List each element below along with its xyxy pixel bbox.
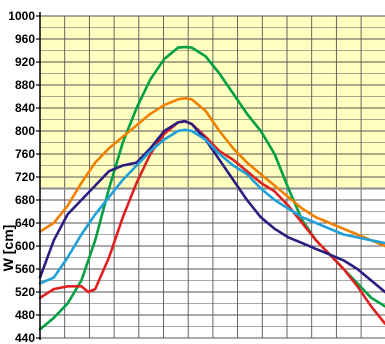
series-layer (38, 45, 385, 331)
y-tick-label: 480 (15, 308, 35, 322)
y-tick-label: 600 (15, 239, 35, 253)
y-tick-label: 760 (15, 147, 35, 161)
y-tick-label: 520 (15, 285, 35, 299)
y-tick-label: 440 (15, 331, 35, 344)
grid-lines (40, 15, 385, 339)
y-tick-label: 920 (15, 55, 35, 69)
y-axis-title: W [cm] (0, 225, 16, 272)
y-tick-label: 640 (15, 216, 35, 230)
y-tick-label: 1000 (8, 9, 35, 23)
y-tick-labels: 440 480 520 560 600 640 680 720 760 800 840 880 920 9… (8, 9, 40, 344)
y-tick-label: 960 (15, 32, 35, 46)
y-tick-label: 680 (15, 193, 35, 207)
y-tick-label: 840 (15, 101, 35, 115)
series-line-5 (38, 128, 385, 285)
y-tick-label: 560 (15, 262, 35, 276)
y-tick-label: 800 (15, 124, 35, 138)
series-line-2 (38, 96, 385, 248)
y-tick-label: 880 (15, 78, 35, 92)
y-tick-label: 720 (15, 170, 35, 184)
